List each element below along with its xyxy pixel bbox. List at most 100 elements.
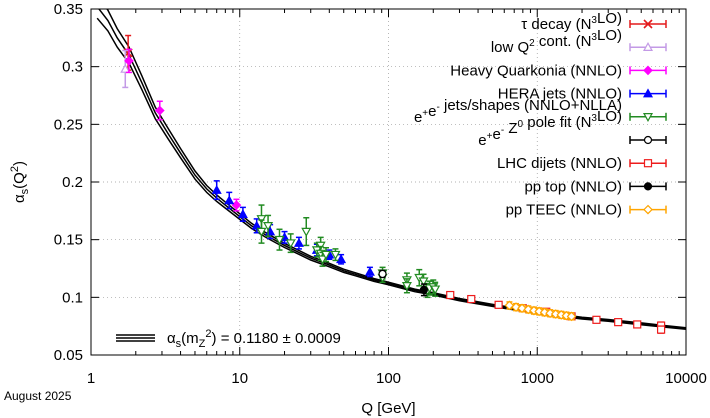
data-point — [293, 237, 304, 247]
y-label-alpha: α — [11, 194, 28, 203]
y-tick-label: 0.15 — [54, 232, 83, 249]
y-label-close: ) — [11, 161, 28, 166]
data-point — [256, 215, 267, 225]
legend-label-part: LO) — [597, 10, 622, 27]
y-axis-label: αs(Q2) — [9, 161, 31, 203]
data-point — [256, 227, 267, 237]
legend: τ decay (N3LO)low Q2 cont. (N3LO)Heavy Q… — [414, 10, 667, 219]
band-label-alpha: α — [167, 330, 176, 347]
data-point — [430, 285, 441, 295]
x-tick-label: 1000 — [521, 370, 554, 387]
legend-label-part: 3 — [591, 113, 597, 124]
legend-label-part: τ decay (N — [521, 16, 591, 33]
legend-marker — [643, 65, 653, 76]
y-tick-label: 0.2 — [62, 174, 83, 191]
legend-label-part: e — [428, 103, 436, 120]
data-point — [614, 318, 623, 327]
legend-label: low Q2 cont. (N3LO) — [491, 27, 622, 56]
legend-label-part: - — [436, 102, 439, 113]
x-tick-label: 10 — [231, 370, 248, 387]
data-point — [274, 235, 285, 245]
x-axis-label: Q [GeV] — [361, 400, 415, 417]
y-tick-label: 0.05 — [54, 347, 83, 364]
data-point — [534, 306, 545, 317]
data-point — [566, 311, 577, 322]
y-tick-label: 0.3 — [62, 59, 83, 76]
legend-label-part: + — [422, 108, 428, 119]
grid — [91, 9, 686, 355]
y-tick-label: 0.25 — [54, 116, 83, 133]
legend-label-part: + — [487, 131, 493, 142]
data-point — [237, 209, 248, 219]
legend-label-part: 3 — [591, 15, 597, 26]
data-point — [124, 56, 134, 66]
legend-label-part: pole fit (N — [523, 114, 591, 131]
data-point — [550, 309, 561, 319]
legend-label-part: Heavy Quarkonia (NNLO) — [450, 62, 622, 79]
data-point — [494, 300, 503, 309]
legend-label: pp top (NNLO) — [524, 178, 622, 195]
legend-label-part: LHC dijets (NNLO) — [497, 155, 622, 172]
legend-marker — [643, 159, 653, 168]
legend-label-part: Z — [504, 120, 517, 137]
data-point — [511, 302, 521, 312]
x-tick-label: 100 — [376, 370, 401, 387]
data-point — [364, 266, 375, 276]
legend-marker — [642, 113, 654, 123]
data-point — [504, 300, 515, 311]
data-point — [446, 290, 455, 300]
data-point — [320, 250, 332, 260]
data-point — [285, 239, 296, 249]
series-1 — [120, 49, 131, 89]
legend-marker — [643, 19, 653, 29]
band-label-sub: s — [176, 338, 182, 350]
legend-label-part: e — [414, 109, 422, 126]
band-label-sup: 2 — [205, 328, 211, 340]
data-point — [330, 250, 341, 260]
legend-label-part: low Q — [491, 39, 529, 56]
data-point — [317, 255, 328, 265]
legend-marker — [642, 41, 654, 51]
data-point — [418, 277, 429, 287]
legend-marker — [642, 88, 654, 98]
data-point — [154, 105, 165, 116]
legend-label: τ decay (N3LO) — [521, 10, 622, 33]
legend-label: e+e- jets/shapes (NNLO+NLLA) — [414, 97, 622, 126]
data-point — [656, 325, 666, 334]
band-label-value: ) = 0.1180 ± 0.0009 — [212, 330, 341, 347]
data-point — [467, 294, 476, 304]
data-point — [419, 285, 429, 294]
data-point — [224, 195, 235, 205]
legend-label-part: 3 — [591, 32, 597, 43]
band-label-sub: Z — [199, 338, 206, 350]
legend-label: e+e- Z0 pole fit (N3LO) — [478, 108, 622, 149]
legend-marker — [643, 204, 653, 215]
data-point — [315, 241, 326, 251]
x-tick-label: 1 — [87, 370, 95, 387]
data-point — [301, 227, 312, 237]
band-legend-label: αs(mZ2) = 0.1180 ± 0.0009 — [167, 328, 341, 350]
series-8 — [504, 300, 577, 322]
series-5 — [378, 269, 387, 279]
legend-marker — [643, 182, 653, 191]
x-tick-label: 10000 — [665, 370, 707, 387]
data-point — [401, 282, 412, 292]
data-point — [592, 315, 601, 324]
legend-label-part: pp top (NNLO) — [524, 178, 622, 195]
series-7 — [419, 283, 429, 297]
legend-label-part: 0 — [518, 119, 524, 130]
y-tick-label: 0.1 — [62, 289, 83, 306]
legend-label-part: 2 — [529, 38, 535, 49]
y-label-sup: 2 — [9, 166, 21, 172]
series-2 — [124, 48, 242, 212]
legend-label: pp TEEC (NNLO) — [506, 202, 622, 219]
date-note: August 2025 — [4, 389, 72, 403]
legend-label-part: HERA jets (NNLO) — [498, 86, 622, 103]
data-point — [378, 269, 387, 279]
legend-label-part: e — [492, 126, 500, 143]
band-label-part: (m — [181, 330, 199, 347]
data-point — [539, 307, 550, 318]
series-4 — [256, 204, 441, 299]
